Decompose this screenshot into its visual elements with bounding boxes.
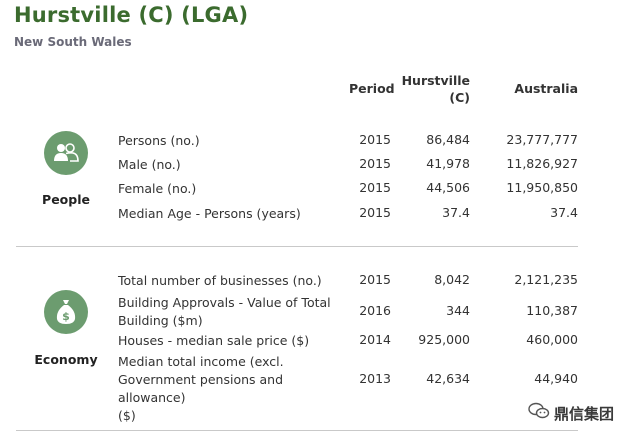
row-period: 2015 xyxy=(359,272,391,287)
row-label-line: Median total income (excl. xyxy=(118,354,284,369)
people-icon xyxy=(44,131,88,175)
section-label-economy: Economy xyxy=(34,352,98,367)
page-subtitle: New South Wales xyxy=(14,35,132,49)
row-label: Median total income (excl. Government pe… xyxy=(118,353,343,425)
row-australia: 44,940 xyxy=(534,371,578,386)
row-label: Female (no.) xyxy=(118,181,197,196)
row-hurstville: 8,042 xyxy=(434,272,470,287)
column-header-period: Period xyxy=(349,81,395,96)
row-label-line: Government pensions and allowance) xyxy=(118,372,284,405)
row-hurstville: 344 xyxy=(446,303,470,318)
section-divider xyxy=(16,430,578,431)
row-label: Building Approvals - Value of Total Buil… xyxy=(118,294,343,330)
row-australia: 37.4 xyxy=(550,205,578,220)
row-period: 2014 xyxy=(359,332,391,347)
row-label-line: Building ($m) xyxy=(118,313,203,328)
row-hurstville: 925,000 xyxy=(418,332,470,347)
money-bag-icon: $ xyxy=(44,290,88,334)
column-header-hurstville: Hurstville (C) xyxy=(400,72,470,106)
row-period: 2013 xyxy=(359,371,391,386)
row-label: Median Age - Persons (years) xyxy=(118,206,301,221)
watermark: 鼎信集团 xyxy=(528,402,614,424)
wechat-icon xyxy=(528,402,550,424)
row-period: 2016 xyxy=(359,303,391,318)
row-label-line: Building Approvals - Value of Total xyxy=(118,295,331,310)
section-label-people: People xyxy=(42,192,90,207)
page-title: Hurstville (C) (LGA) xyxy=(14,3,249,27)
row-australia: 11,826,927 xyxy=(506,156,578,171)
row-australia: 2,121,235 xyxy=(514,272,578,287)
row-australia: 11,950,850 xyxy=(506,180,578,195)
row-label: Total number of businesses (no.) xyxy=(118,273,322,288)
row-australia: 460,000 xyxy=(526,332,578,347)
column-header-hurstville-line1: Hurstville xyxy=(401,73,470,88)
row-label-line: ($) xyxy=(118,408,136,423)
row-hurstville: 41,978 xyxy=(426,156,470,171)
row-hurstville: 44,506 xyxy=(426,180,470,195)
row-label: Male (no.) xyxy=(118,157,181,172)
row-period: 2015 xyxy=(359,156,391,171)
row-hurstville: 86,484 xyxy=(426,132,470,147)
row-period: 2015 xyxy=(359,132,391,147)
row-label: Houses - median sale price ($) xyxy=(118,333,310,348)
watermark-text: 鼎信集团 xyxy=(554,404,615,423)
row-hurstville: 37.4 xyxy=(442,205,470,220)
column-header-australia: Australia xyxy=(514,81,578,96)
svg-text:$: $ xyxy=(62,310,70,323)
row-australia: 23,777,777 xyxy=(506,132,578,147)
column-header-hurstville-line2: (C) xyxy=(449,90,470,105)
row-hurstville: 42,634 xyxy=(426,371,470,386)
row-australia: 110,387 xyxy=(526,303,578,318)
row-period: 2015 xyxy=(359,180,391,195)
section-divider xyxy=(16,246,578,247)
row-period: 2015 xyxy=(359,205,391,220)
row-label: Persons (no.) xyxy=(118,133,200,148)
